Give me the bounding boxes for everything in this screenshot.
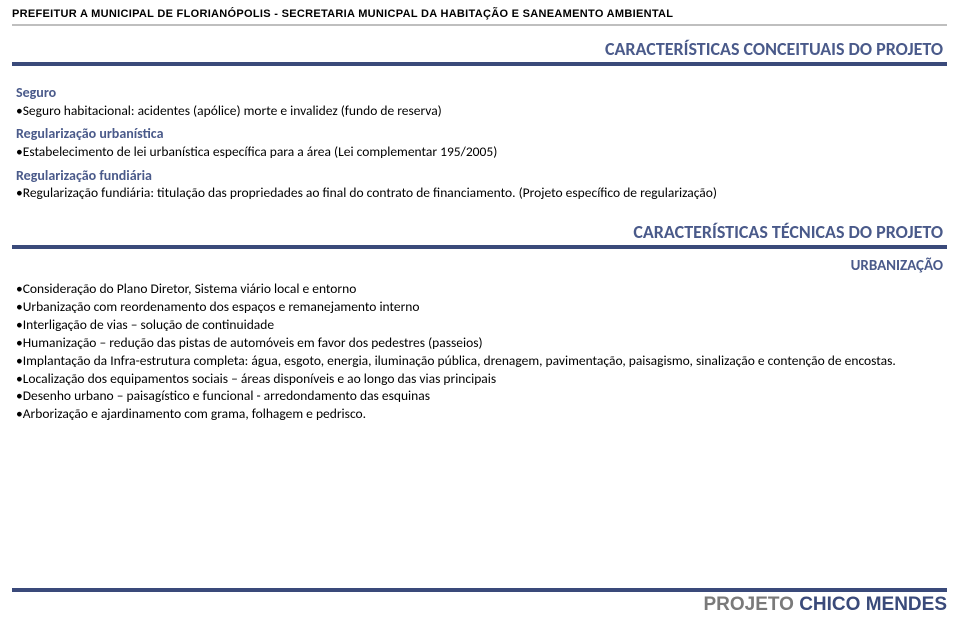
bullet-item: •Consideração do Plano Diretor, Sistema … [16,281,943,298]
footer-project-name: CHICO MENDES [799,594,947,615]
section2-title-bar: CARACTERÍSTICAS TÉCNICAS DO PROJETO [12,221,947,249]
page-footer: PROJETO CHICO MENDES [0,588,959,624]
bullet-item: •Regularização fundiária: titulação das … [16,185,943,202]
bullet-item: •Desenho urbano – paisagístico e funcion… [16,388,943,405]
footer-project-label: PROJETO CHICO MENDES [12,594,947,616]
section2-title: CARACTERÍSTICAS TÉCNICAS DO PROJETO [12,221,947,245]
header-divider [12,24,947,26]
page-header: PREFEITUR A MUNICIPAL DE FLORIANÓPOLIS -… [0,0,959,30]
section2-content: •Consideração do Plano Diretor, Sistema … [0,277,959,428]
section1-content: Seguro •Seguro habitacional: acidentes (… [0,70,959,207]
footer-divider [12,588,947,592]
bullet-item: •Implantação da Infra-estrutura completa… [16,353,943,370]
section2-wrapper: CARACTERÍSTICAS TÉCNICAS DO PROJETO URBA… [0,221,959,277]
section1-underline [12,62,947,66]
bullet-item: •Urbanização com reordenamento dos espaç… [16,299,943,316]
group-heading-urbanistica: Regularização urbanística [16,125,943,143]
footer-projeto-word: PROJETO [703,594,799,615]
group-heading-seguro: Seguro [16,84,943,102]
group-heading-fundiaria: Regularização fundiária [16,167,943,185]
section1-title-bar: CARACTERÍSTICAS CONCEITUAIS DO PROJETO [12,38,947,66]
bullet-item: •Interligação de vias – solução de conti… [16,317,943,334]
section1-title: CARACTERÍSTICAS CONCEITUAIS DO PROJETO [12,38,947,62]
bullet-item: •Seguro habitacional: acidentes (apólice… [16,103,943,120]
bullet-item: •Estabelecimento de lei urbanística espe… [16,144,943,161]
header-institution: PREFEITUR A MUNICIPAL DE FLORIANÓPOLIS -… [12,8,947,20]
section2-underline [12,245,947,249]
bullet-item: •Arborização e ajardinamento com grama, … [16,406,943,423]
section2-subtitle: URBANIZAÇÃO [0,253,959,277]
bullet-item: •Localização dos equipamentos sociais – … [16,371,943,388]
bullet-item: •Humanização – redução das pistas de aut… [16,335,943,352]
